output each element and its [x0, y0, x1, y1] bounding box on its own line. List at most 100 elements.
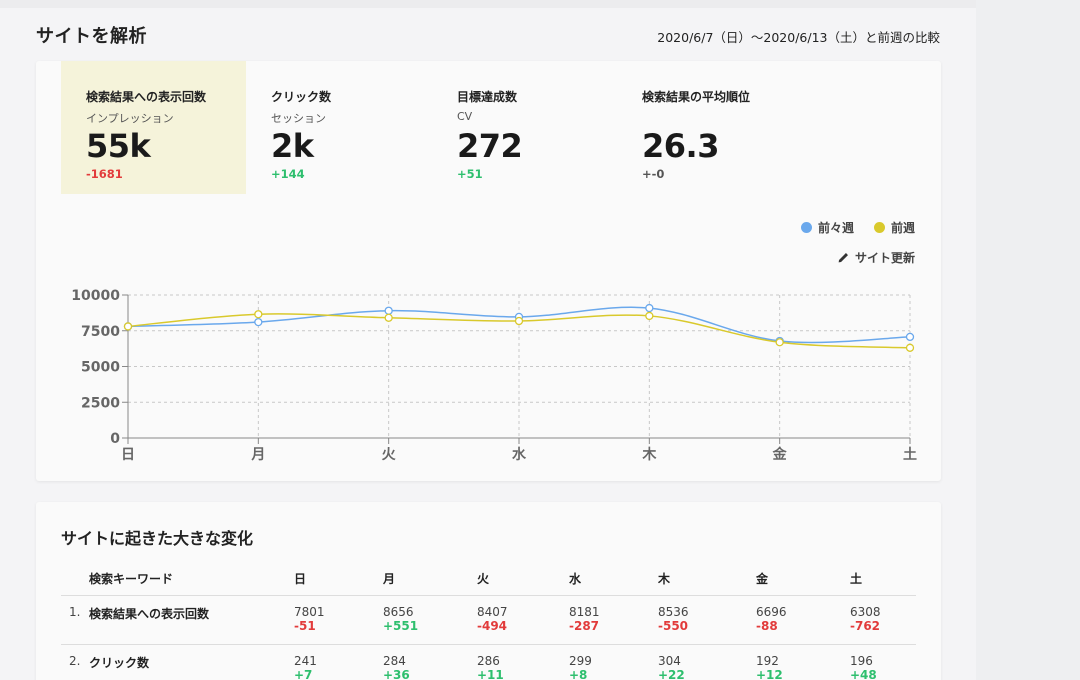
metric-delta: -1681: [86, 167, 123, 181]
day-header-sun: 日: [294, 570, 383, 596]
x-tick-label: 火: [382, 447, 397, 463]
right-background: [976, 0, 1080, 680]
data-point-prev-week: [123, 322, 133, 331]
metric-impressions[interactable]: 検索結果への表示回数 インプレッション 55k -1681: [61, 61, 246, 194]
main-area: サイトを解析 2020/6/7（日）〜2020/6/13（土）と前週の比較 検索…: [0, 0, 976, 680]
metric-delta: +51: [457, 167, 483, 181]
day-value-cell: 304 +22: [658, 644, 756, 680]
cell-delta: -287: [569, 619, 600, 633]
day-value-cell: 8656 +551: [383, 595, 477, 645]
x-tick-label: 木: [641, 446, 657, 463]
y-tick-label: 5000: [81, 360, 120, 376]
data-point-prev2-week: [384, 306, 393, 315]
cell-value: 8656: [383, 605, 414, 619]
cell-value: 8181: [569, 605, 600, 619]
cell-delta: +551: [383, 619, 419, 633]
metric-label: クリック数: [271, 90, 332, 104]
cell-delta: -762: [850, 619, 881, 633]
cell-delta: -88: [756, 619, 778, 633]
day-value-cell: 192 +12: [756, 644, 850, 680]
day-header-tue: 火: [477, 570, 569, 596]
day-value-cell: 196 +48: [850, 644, 916, 680]
legend-item-prev2[interactable]: 前々週: [800, 219, 854, 236]
x-tick-label: 水: [512, 446, 527, 463]
metric-sublabel: セッション: [271, 112, 326, 125]
day-value-cell: 284 +36: [383, 644, 477, 680]
metric-average-rank[interactable]: 検索結果の平均順位 26.3 +-0: [617, 61, 817, 194]
cell-delta: +8: [569, 668, 588, 680]
cell-value: 284: [383, 654, 406, 668]
legend-item-prev[interactable]: 前週: [873, 219, 915, 236]
cell-value: 304: [658, 654, 681, 668]
day-value-cell: 299 +8: [569, 644, 658, 680]
keyword-name: 検索結果への表示回数: [89, 595, 294, 645]
day-header-thu: 木: [658, 570, 756, 596]
metric-value: 2k: [271, 127, 314, 165]
cell-delta: +12: [756, 668, 783, 680]
site-update-label: サイト更新: [854, 251, 915, 265]
day-value-cell: 241 +7: [294, 644, 383, 680]
cell-value: 192: [756, 654, 779, 668]
keyword-name: クリック数: [89, 644, 294, 680]
pencil-icon: [838, 253, 848, 263]
day-header-mon: 月: [383, 570, 477, 596]
table-header-row: 検索キーワード 日 月 火 水 木 金 土: [61, 570, 916, 596]
data-point-prev-week: [514, 316, 524, 326]
changes-card: サイトに起きた大きな変化 検索キーワード 日 月 火 水 木 金 土 1. 検索結…: [36, 502, 941, 680]
chart-legend: 前々週 前週: [800, 219, 915, 236]
y-tick-label: 0: [110, 431, 120, 447]
day-header-sat: 土: [850, 570, 916, 596]
site-update-button[interactable]: サイト更新: [837, 249, 915, 266]
metric-clicks[interactable]: クリック数 セッション 2k +144: [246, 61, 431, 194]
date-range[interactable]: 2020/6/7（日）〜2020/6/13（土）と前週の比較: [657, 30, 940, 45]
metric-conversions[interactable]: 目標達成数 CV 272 +51: [432, 61, 617, 194]
data-point-prev-week: [775, 338, 784, 347]
cell-delta: -494: [477, 619, 508, 633]
table-row[interactable]: 1. 検索結果への表示回数 7801 -51 8656 +551 8407 -494 8181-…: [61, 595, 916, 645]
metric-sublabel: インプレッション: [86, 112, 174, 125]
index-header: [61, 570, 89, 596]
data-point-prev-week: [254, 310, 263, 319]
metric-delta: +-0: [642, 167, 665, 181]
y-tick-label: 2500: [81, 395, 120, 411]
day-value-cell: 8181 -287: [569, 595, 658, 645]
day-value-cell: 6696 -88: [756, 595, 850, 645]
cell-value: 299: [569, 654, 592, 668]
metric-label: 検索結果の平均順位: [642, 90, 751, 104]
data-point-prev2-week: [254, 317, 263, 327]
day-value-cell: 8407 -494: [477, 595, 569, 645]
metric-label: 目標達成数: [457, 90, 518, 104]
data-point-prev2-week: [645, 303, 654, 313]
top-divider: [0, 0, 976, 8]
changes-table: 検索キーワード 日 月 火 水 木 金 土 1. 検索結果への表示回数 7801 -5…: [61, 570, 916, 680]
section-title: サイトに起きた大きな変化: [61, 529, 254, 548]
data-point-prev-week: [645, 311, 654, 321]
x-tick-label: 土: [903, 446, 917, 463]
cell-value: 8536: [658, 605, 689, 619]
metric-label: 検索結果への表示回数: [86, 90, 207, 104]
data-point-prev-week: [905, 343, 915, 352]
y-tick-label: 7500: [81, 324, 120, 340]
day-value-cell: 7801 -51: [294, 595, 383, 645]
cell-delta: -550: [658, 619, 689, 633]
cell-value: 241: [294, 654, 317, 668]
page-title: サイトを解析: [36, 26, 147, 47]
legend-dot-prev: [873, 222, 885, 233]
cell-value: 6308: [850, 605, 881, 619]
metric-delta: +144: [271, 167, 305, 181]
legend-label-prev2: 前々週: [817, 221, 854, 235]
metric-sublabel: CV: [457, 110, 473, 123]
y-tick-label: 10000: [71, 288, 120, 304]
cell-value: 6696: [756, 605, 787, 619]
keyword-header: 検索キーワード: [89, 570, 294, 596]
table-row[interactable]: 2. クリック数 241 +7 284 +36 286 +11 299 +8 304 +22 192 +1…: [61, 644, 916, 680]
day-header-wed: 水: [569, 570, 658, 596]
day-value-cell: 8536 -550: [658, 595, 756, 645]
day-value-cell: 286 +11: [477, 644, 569, 680]
cell-delta: +36: [383, 668, 410, 680]
x-tick-label: 月: [250, 447, 265, 463]
data-point-prev-week: [384, 313, 393, 322]
row-index: 2.: [61, 644, 89, 680]
legend-label-prev: 前週: [890, 221, 915, 235]
legend-dot-prev2: [800, 222, 812, 233]
